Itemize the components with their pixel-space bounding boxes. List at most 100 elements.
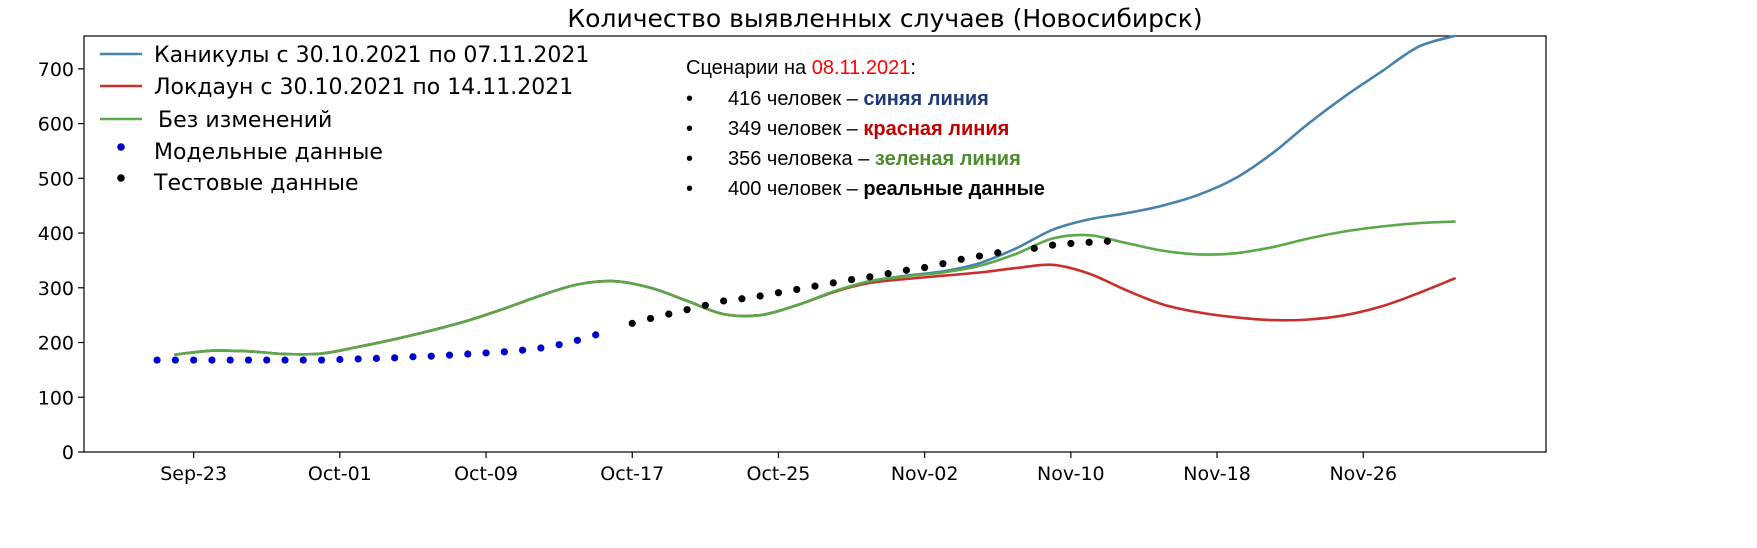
- annotation-item: 349 человек – красная линия: [728, 118, 1009, 140]
- model-data-point: [208, 356, 216, 364]
- test-data-point: [738, 295, 746, 303]
- series-points: [153, 237, 1111, 364]
- model-data-point: [482, 349, 490, 357]
- legend-label: Каникулы с 30.10.2021 по 07.11.2021: [154, 43, 589, 68]
- model-data-point: [427, 352, 435, 360]
- x-tick-label: Oct-09: [454, 463, 518, 485]
- model-data-point: [464, 350, 472, 358]
- test-data-point: [957, 255, 965, 263]
- model-data-point: [409, 353, 417, 361]
- test-data-point: [811, 282, 819, 290]
- annotation-heading-date: 08.11.2021: [812, 57, 911, 79]
- test-data-point: [1067, 239, 1075, 248]
- test-data-point: [975, 252, 984, 260]
- model-data-point: [354, 355, 362, 363]
- series-lines: [174, 34, 1456, 356]
- model-data-point: [391, 354, 399, 362]
- y-tick-label: 0: [62, 442, 74, 464]
- y-tick-label: 200: [38, 333, 74, 355]
- x-tick-label: Sep-23: [160, 463, 227, 485]
- test-data-point: [902, 266, 910, 274]
- model-data-point: [153, 356, 161, 364]
- annotation-item-text: 349 человек –: [728, 118, 863, 140]
- annotation-item-text: 416 человек –: [728, 88, 863, 110]
- annotation-item: 400 человек – реальные данные: [728, 178, 1045, 200]
- y-tick-label: 400: [38, 223, 74, 245]
- annotation-bullet: •: [686, 88, 693, 110]
- y-tick-label: 600: [38, 114, 74, 136]
- test-data-point: [1085, 238, 1093, 246]
- x-tick-label: Nov-26: [1329, 463, 1397, 485]
- annotation-heading-prefix: Сценарии на: [686, 57, 812, 79]
- test-data-point: [1103, 237, 1111, 245]
- annotation-bullet: •: [686, 178, 693, 200]
- test-data-point: [866, 273, 874, 281]
- test-data-point: [939, 260, 947, 268]
- annotation-bullet: •: [686, 118, 693, 140]
- model-data-point: [263, 356, 271, 364]
- annotation-heading-suffix: :: [910, 57, 916, 79]
- line-no-change-series: [174, 220, 1456, 356]
- test-data-point: [829, 279, 837, 287]
- annotation-item-highlight: красная линия: [863, 118, 1009, 140]
- model-data-point: [372, 354, 380, 362]
- y-tick-label: 300: [38, 278, 74, 300]
- annotation-item-text: 400 человек –: [728, 178, 863, 200]
- model-data-point: [592, 331, 600, 339]
- model-data-point: [445, 351, 454, 359]
- test-data-point: [774, 289, 783, 297]
- test-data-point: [1048, 241, 1057, 249]
- model-data-point: [555, 341, 563, 349]
- model-data-point: [573, 336, 582, 344]
- chart-title: Количество выявленных случаев (Новосибир…: [567, 4, 1202, 33]
- legend: Каникулы с 30.10.2021 по 07.11.2021 Локда…: [100, 43, 589, 196]
- test-data-point: [628, 319, 636, 327]
- annotation-item: 416 человек – синяя линия: [728, 88, 989, 110]
- annotation-heading: Сценарии на 08.11.2021:: [686, 57, 916, 79]
- test-data-point: [1030, 244, 1038, 252]
- annotation-item-highlight: реальные данные: [863, 178, 1044, 200]
- x-tick-label: Oct-01: [308, 463, 372, 485]
- legend-dot-swatch: [117, 174, 125, 182]
- legend-dot-swatch: [117, 143, 125, 151]
- model-data-point: [500, 348, 508, 356]
- x-axis: Sep-23 Oct-01 Oct-09 Oct-17 Oct-25 Nov-02 Nov-…: [160, 452, 1397, 485]
- model-data-point: [537, 344, 545, 352]
- test-data-point: [756, 292, 764, 300]
- test-data-point: [701, 301, 709, 309]
- x-tick-label: Nov-10: [1037, 463, 1105, 485]
- x-tick-label: Nov-18: [1183, 463, 1251, 485]
- annotation-item-highlight: синяя линия: [863, 88, 988, 110]
- model-data-point: [226, 356, 234, 364]
- plot-frame: [83, 35, 1547, 453]
- x-tick-label: Oct-17: [600, 463, 664, 485]
- legend-label: Тестовые данные: [153, 171, 359, 196]
- x-tick-label: Oct-25: [747, 463, 811, 485]
- test-data-point: [847, 275, 856, 284]
- test-data-point: [793, 285, 801, 294]
- legend-label: Модельные данные: [154, 140, 383, 165]
- model-data-point: [336, 355, 344, 364]
- annotation-bullet: •: [686, 148, 693, 170]
- scenario-annotation: Сценарии на 08.11.2021: • 416 человек – си…: [686, 57, 1045, 200]
- test-data-point: [720, 297, 728, 305]
- model-data-point: [317, 356, 326, 364]
- test-data-point: [994, 249, 1002, 257]
- annotation-item-text: 356 человека –: [728, 148, 875, 170]
- annotation-item: 356 человека – зеленая линия: [728, 148, 1021, 170]
- model-data-point: [171, 356, 179, 364]
- y-tick-label: 100: [38, 387, 74, 409]
- model-data-point: [281, 356, 289, 364]
- legend-label: Локдаун с 30.10.2021 по 14.11.2021: [154, 75, 573, 100]
- test-data-point: [921, 263, 929, 272]
- test-data-point: [683, 306, 691, 314]
- annotation-item-highlight: зеленая линия: [875, 148, 1021, 170]
- model-data-point: [519, 346, 527, 354]
- test-data-point: [646, 314, 655, 323]
- test-data-point: [665, 310, 673, 318]
- x-tick-label: Nov-02: [891, 463, 959, 485]
- y-axis: 0 100 200 300 400 500 600 700: [38, 59, 84, 464]
- model-data-point: [190, 356, 198, 364]
- line-lockdown-series: [174, 263, 1456, 356]
